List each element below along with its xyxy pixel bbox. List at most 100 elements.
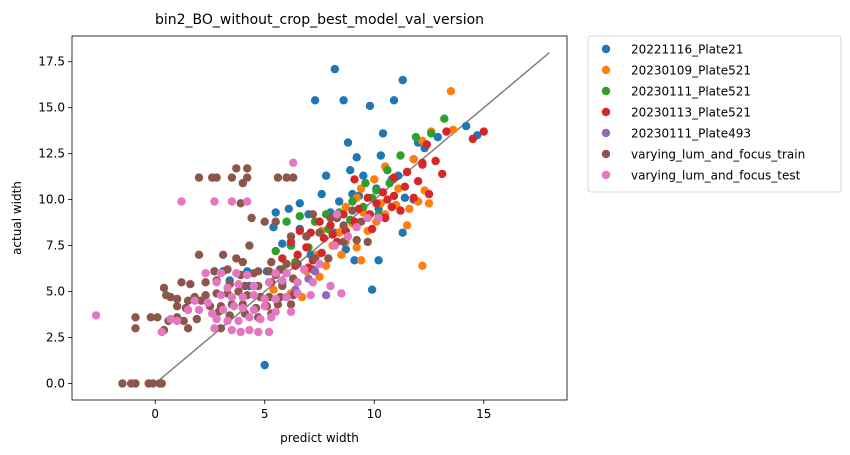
data-point [427, 129, 436, 138]
data-point [183, 324, 193, 333]
data-point [446, 87, 456, 96]
data-point [394, 184, 403, 193]
data-point [210, 267, 219, 276]
data-point [337, 289, 346, 298]
data-point [348, 206, 357, 215]
data-point [321, 261, 331, 270]
data-point [295, 212, 304, 221]
data-point [398, 228, 407, 237]
data-point [326, 281, 335, 291]
legend-label: 20230109_Plate521 [631, 64, 751, 78]
data-point [177, 197, 186, 206]
data-point [389, 96, 399, 105]
x-tick-label: 15 [476, 407, 491, 421]
data-point [352, 153, 361, 162]
legend-frame [587, 35, 842, 193]
data-point [194, 305, 204, 315]
data-point [315, 217, 324, 226]
data-point [245, 241, 254, 250]
data-point [339, 221, 348, 230]
data-point [278, 276, 287, 285]
data-point [234, 280, 243, 289]
y-tick-label: 17.5 [38, 55, 65, 69]
data-point [238, 303, 247, 313]
data-point [166, 292, 175, 302]
data-point [157, 327, 166, 337]
data-point [479, 127, 488, 136]
data-point [409, 155, 418, 164]
data-point [264, 278, 274, 287]
data-point [197, 296, 206, 305]
data-point [440, 114, 449, 123]
data-point [260, 360, 269, 370]
data-point [238, 178, 247, 188]
data-point [356, 256, 366, 265]
data-point [402, 167, 412, 177]
data-point [310, 96, 320, 105]
data-point [398, 75, 407, 85]
data-point [363, 213, 372, 223]
data-point [227, 292, 237, 302]
data-point [293, 289, 302, 298]
data-point [335, 228, 344, 237]
data-point [183, 305, 193, 315]
data-point [302, 232, 311, 241]
data-point [243, 197, 252, 206]
data-point [448, 125, 458, 134]
data-point [321, 291, 331, 300]
data-point [332, 210, 342, 219]
data-point [269, 285, 278, 294]
y-tick-label: 12.5 [38, 147, 65, 161]
data-point [462, 121, 471, 131]
data-point [118, 379, 127, 388]
data-point [227, 197, 237, 206]
data-point [350, 256, 359, 265]
chart-title: bin2_BO_without_crop_best_model_val_vers… [155, 12, 484, 28]
data-point [216, 324, 226, 333]
data-point [418, 261, 427, 270]
data-point [317, 189, 326, 199]
y-tick-label: 10.0 [38, 193, 65, 207]
data-point [317, 248, 326, 258]
data-point [302, 243, 311, 252]
data-point [249, 291, 258, 300]
data-point [183, 296, 193, 305]
data-point [330, 64, 339, 74]
data-point [295, 226, 304, 236]
legend-label: 20230113_Plate521 [631, 106, 751, 120]
data-point [400, 182, 410, 191]
data-point [243, 270, 252, 280]
data-point [238, 292, 247, 302]
legend-marker [601, 149, 611, 159]
data-point [267, 257, 276, 267]
data-point [218, 250, 228, 259]
data-point [249, 269, 258, 278]
data-point [350, 175, 359, 184]
data-point [203, 298, 212, 307]
data-point [293, 259, 302, 269]
data-point [383, 195, 392, 204]
data-point [249, 305, 258, 315]
data-point [402, 221, 412, 230]
data-point [326, 221, 335, 230]
data-point [131, 324, 140, 333]
data-point [396, 206, 405, 215]
data-point [363, 237, 372, 247]
data-point [256, 314, 265, 324]
data-point [245, 313, 254, 322]
data-point [157, 379, 166, 388]
x-tick-label: 0 [151, 407, 159, 421]
data-point [271, 217, 280, 226]
data-point [335, 197, 344, 206]
data-point [396, 151, 405, 160]
legend: 20221116_Plate21 20230109_Plate521 2023011… [587, 35, 842, 193]
legend-item: varying_lum_and_focus_train [601, 148, 805, 162]
data-point [267, 313, 276, 322]
data-point [372, 186, 381, 195]
data-point [271, 269, 280, 278]
data-point [273, 173, 283, 182]
data-point [400, 193, 410, 202]
points-layer [91, 64, 488, 388]
data-point [260, 302, 269, 311]
